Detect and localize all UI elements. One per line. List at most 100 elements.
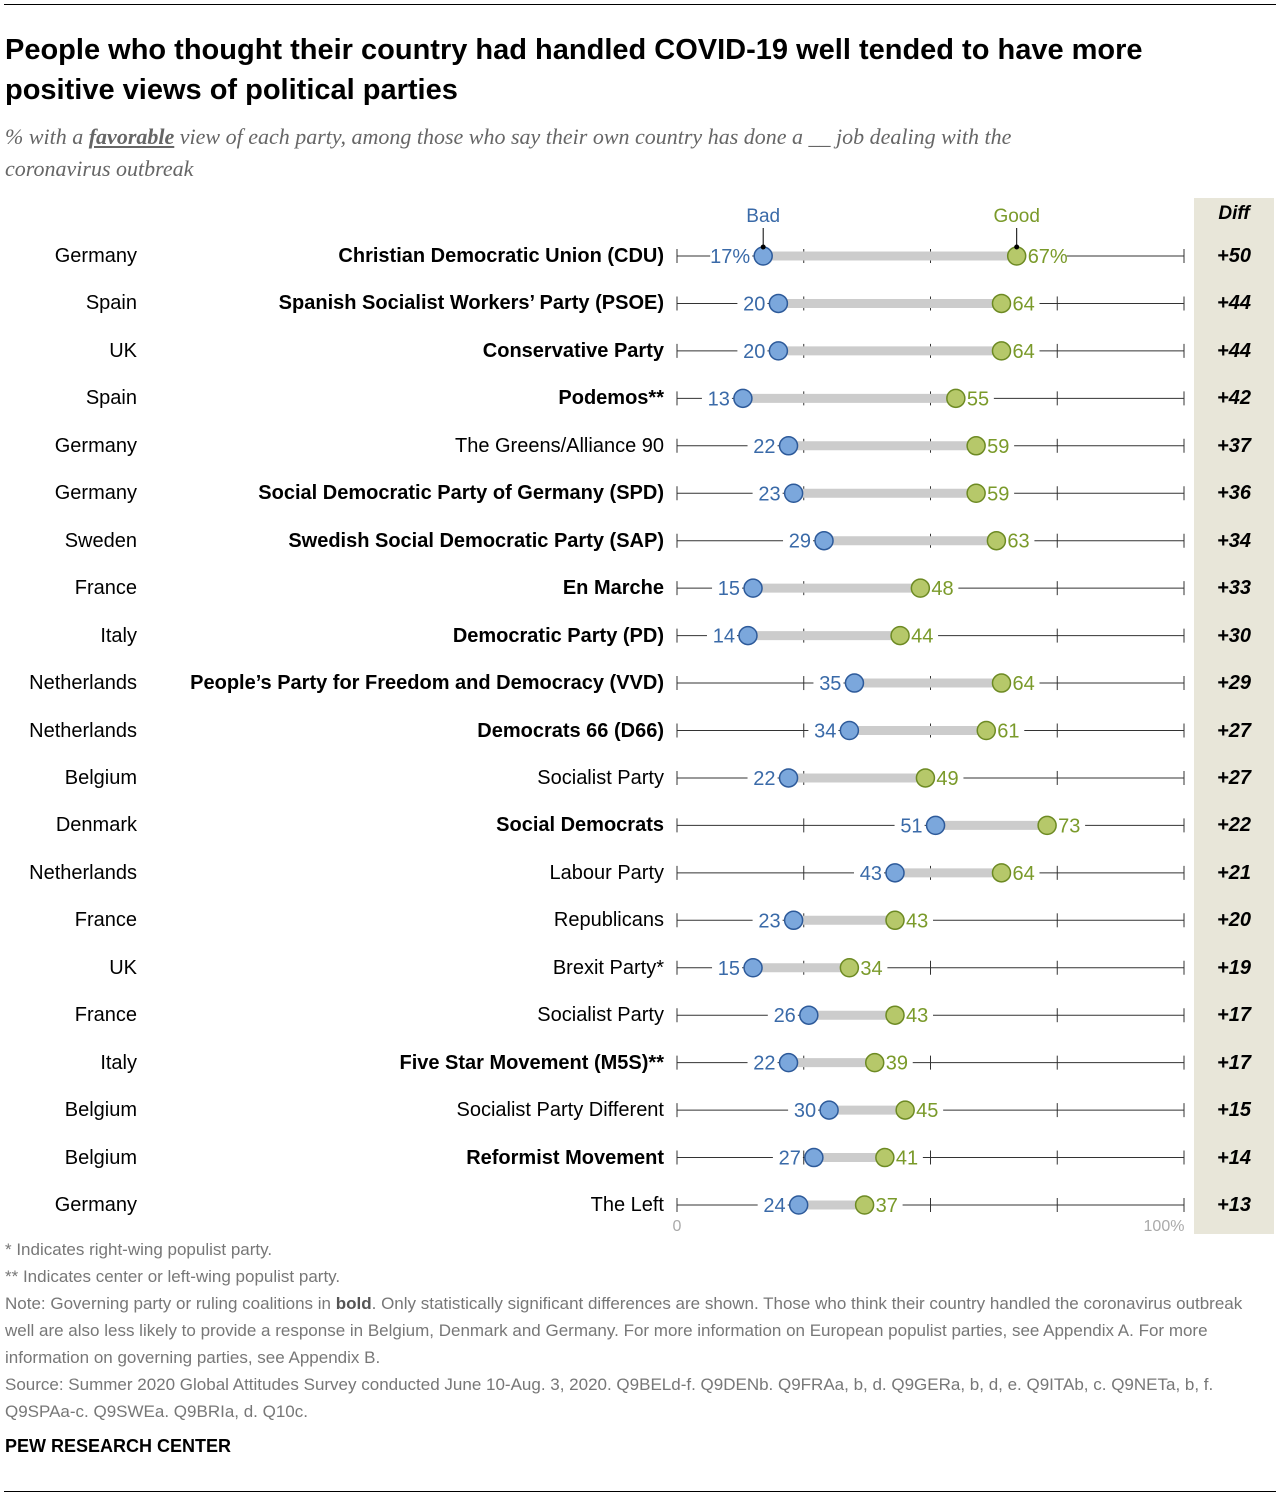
diff-value: +44 [1217,292,1251,315]
diff-value: +15 [1217,1099,1251,1122]
bad-label-mask [737,291,768,316]
good-point [966,483,986,503]
good-point [875,1147,895,1168]
bad-value-label: 13 [708,388,730,410]
party-label: Five Star Movement (M5S)** [399,1051,664,1074]
country-label: Germany [54,482,137,505]
bad-point [768,293,789,314]
legend-good-dot [1014,244,1020,250]
bad-point [819,1100,839,1120]
country-label: Netherlands [29,672,137,695]
bad-value-label: 35 [819,673,841,695]
good-label-mask [1009,291,1040,316]
table-row: Sweden Swedish Social Democratic Party (S… [0,521,1280,561]
table-row: Netherlands Labour Party +21 [0,853,1280,893]
good-point [885,910,905,931]
bad-value-label: 17% [710,246,750,268]
diff-header: Diff [1218,203,1250,224]
note-text-pre: Note: Governing party or ruling coalitio… [5,1294,336,1313]
footnote-note: Note: Governing party or ruling coalitio… [5,1290,1275,1371]
table-row: France Socialist Party +17 [0,995,1280,1035]
note-text-bold: bold [335,1294,372,1313]
diff-value: +42 [1217,387,1251,410]
bad-point [814,530,834,551]
bad-point [778,1052,799,1073]
bad-point [783,910,804,931]
table-row: Spain Podemos** +42 [0,378,1280,418]
good-point [915,768,936,788]
country-label: Spain [85,292,137,315]
bad-label-mask [747,433,778,458]
good-value-label: 37 [876,1195,898,1217]
table-row: Denmark Social Democrats +22 [0,805,1280,845]
country-label: Italy [100,624,137,647]
party-label: The Greens/Alliance 90 [454,434,664,457]
country-label: Belgium [64,1099,137,1122]
subtitle-pre: % with a [5,124,89,149]
good-label-mask [928,576,959,601]
table-row: Italy Five Star Movement (M5S)** +17 [0,1043,1280,1083]
bad-label-mask [712,955,743,980]
good-value-label: 48 [931,578,953,600]
good-label-mask [963,386,994,411]
good-value-label: 59 [987,483,1009,505]
party-label: Social Democratic Party of Germany (SPD) [258,482,664,505]
bad-point [925,815,946,836]
bad-value-label: 22 [753,768,775,790]
good-label-mask [994,718,1025,743]
party-label: Swedish Social Democratic Party (SAP) [288,529,664,552]
bad-point [738,625,758,646]
bad-value-label: 30 [794,1100,816,1122]
good-value-label: 64 [1012,341,1034,363]
table-row: Netherlands Democrats 66 (D66) +27 [0,711,1280,751]
bad-value-label: 34 [814,721,836,743]
footnote-right-wing: * Indicates right-wing populist party. [5,1240,273,1259]
table-row: Germany Christian Democratic Union (CDU) +… [0,236,1280,276]
party-label: Republicans [553,909,664,932]
bad-point [743,958,763,978]
good-label-mask [1004,528,1035,553]
party-label: Podemos** [558,387,664,410]
country-label: UK [109,956,137,979]
good-label-mask [857,955,888,980]
good-point [890,625,910,646]
bad-label-mask [788,1098,819,1123]
bad-label-mask [752,481,783,506]
diff-value: +22 [1217,814,1251,837]
chart-subtitle: % with a favorable view of each party, a… [5,121,1275,185]
country-label: France [74,1004,137,1027]
good-label-mask [933,765,964,790]
good-value-label: 45 [916,1100,938,1122]
good-point [839,958,860,978]
bad-value-label: 29 [789,531,811,553]
country-label: France [74,909,137,932]
party-label: Spanish Socialist Workers’ Party (PSOE) [278,292,664,315]
country-label: UK [109,339,137,362]
country-label: Belgium [64,766,137,789]
table-row: Italy Democratic Party (PD) +30 [0,616,1280,656]
good-value-label: 39 [886,1053,908,1075]
bad-label-mask [752,908,783,933]
table-row: France Republicans +20 [0,900,1280,940]
good-value-label: 59 [987,436,1009,458]
good-point [986,530,1007,551]
diff-value: +17 [1217,1051,1251,1074]
diff-value: +19 [1217,956,1251,979]
good-value-label: 64 [1012,863,1034,885]
good-label-mask [984,433,1015,458]
bad-value-label: 22 [753,436,775,458]
diff-value: +36 [1217,482,1251,505]
good-point [1006,246,1027,266]
good-point [991,673,1012,693]
table-row: Belgium Reformist Movement +14 [0,1138,1280,1178]
good-point [946,388,966,409]
diff-value: +50 [1217,245,1251,267]
top-rule [4,4,1276,5]
diff-value: +34 [1217,529,1251,552]
good-value-label: 67% [1028,246,1068,268]
party-label: Reformist Movement [466,1146,664,1169]
bad-label-mask [757,1193,788,1217]
bad-value-label: 15 [718,578,740,600]
good-point [966,436,986,456]
